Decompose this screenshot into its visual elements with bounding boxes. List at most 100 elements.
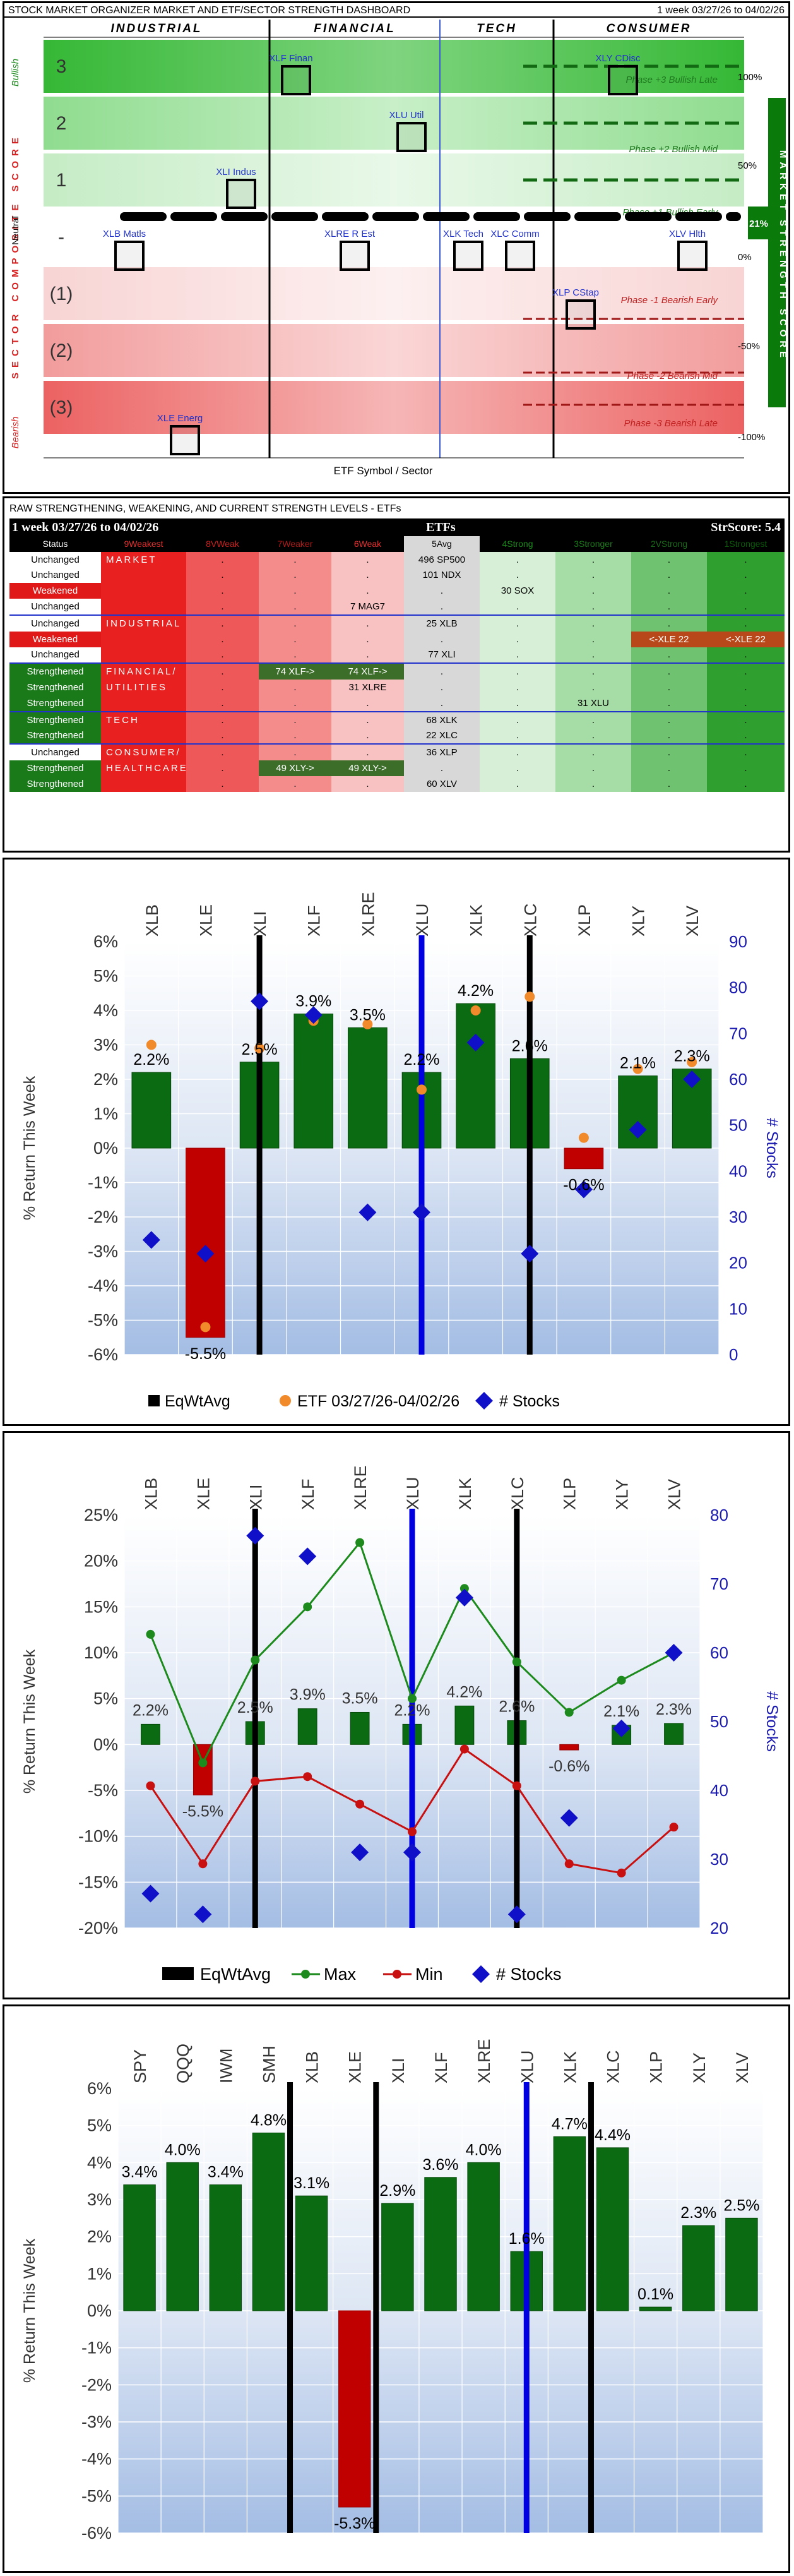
- y2-tick-label: 90: [729, 932, 747, 951]
- level-cell: 31 XLU: [555, 695, 631, 712]
- x-tick-label: XLC: [521, 903, 540, 937]
- status-cell: Unchanged: [9, 567, 101, 584]
- level-cell: .: [707, 647, 785, 664]
- group-cell: [101, 631, 186, 647]
- bar-label: -0.6%: [563, 1177, 604, 1194]
- level-cell: <-XLE 22: [707, 631, 785, 647]
- bar-xlre: [350, 1711, 370, 1745]
- etf-range-chart-panel: 25% 20% 15% 10% 5% 0% -5% -10% -15% -20% % Return …: [3, 1431, 790, 1999]
- bar-label: 1.6%: [509, 2230, 545, 2248]
- max-point-xle: [198, 1758, 208, 1768]
- group-cell: MARKET: [101, 551, 186, 568]
- y2-tick-label: 50: [729, 1116, 747, 1135]
- sector-header-tech: TECH: [477, 22, 517, 35]
- bar-label: 2.3%: [656, 1701, 692, 1718]
- level-cell: .: [631, 711, 707, 728]
- level-label: -: [58, 227, 64, 248]
- max-point-xlk: [459, 1584, 469, 1593]
- bar-xlre: [348, 1027, 388, 1149]
- etf-marker-xli: [226, 179, 256, 209]
- level-cell: .: [331, 567, 404, 584]
- level-cell: .: [186, 760, 259, 776]
- bar-label: 4.2%: [458, 982, 494, 1000]
- y-tick-label: 2%: [93, 1070, 118, 1089]
- status-cell: Strengthened: [9, 680, 101, 695]
- bar-label: 2.5%: [723, 2196, 759, 2214]
- max-point-xlc: [512, 1657, 521, 1667]
- level-cell: .: [186, 711, 259, 728]
- dashboard-title: STOCK MARKET ORGANIZER MARKET AND ETF/SE…: [8, 5, 410, 16]
- group-cell: [101, 728, 186, 745]
- level-cell: .: [186, 631, 259, 647]
- etf-dot-xlv: [687, 1057, 697, 1067]
- level-cell: .: [480, 599, 555, 615]
- y-axis-label: % Return This Week: [21, 2238, 39, 2383]
- bar-xlv: [725, 2217, 758, 2311]
- level-cell: .: [331, 711, 404, 728]
- x-tick-label: XLF: [299, 1478, 317, 1510]
- level-cell: .: [480, 631, 555, 647]
- min-point-xlb: [146, 1781, 155, 1790]
- level-cell: .: [404, 695, 480, 712]
- bar-xlv: [664, 1723, 684, 1745]
- level-cell: .: [259, 567, 331, 584]
- x-tick-label: XLF: [305, 905, 324, 937]
- stocks-marker-xle: [194, 1905, 212, 1924]
- header-cell: 8VWeak: [186, 536, 259, 552]
- y2-tick-label: 80: [729, 978, 747, 997]
- stocks-marker-xlp: [560, 1809, 578, 1827]
- x-tick-label: XLP: [575, 904, 594, 937]
- level-cell: .: [480, 647, 555, 664]
- level-cell: .: [480, 680, 555, 695]
- stocks-marker-xlv: [683, 1070, 701, 1088]
- etf-marker-xlb: [114, 241, 145, 271]
- y2-tick-label: 60: [729, 1070, 747, 1089]
- left-axis-label: SECTOR COMPOSITE SCORE: [10, 133, 21, 379]
- stocks-marker-xli: [246, 1526, 264, 1545]
- bar-xlb: [295, 2195, 328, 2311]
- x-tick-label: XLK: [456, 1478, 475, 1510]
- y2-axis-label: # Stocks: [763, 1691, 781, 1752]
- y-tick-label: -6%: [88, 1345, 118, 1364]
- strength-table-header: 1 week 03/27/26 to 04/02/26 ETFs StrScor…: [9, 518, 785, 536]
- strength-row: Unchanged... 101 NDX....: [9, 567, 785, 584]
- y-tick-label: 0%: [87, 2301, 112, 2320]
- legend-stocks: # Stocks: [496, 1965, 562, 1984]
- strength-row: Strengthened FINANCIAL/. 74 XLF-> 74 XLF->.…: [9, 663, 785, 680]
- level-cell: .: [707, 599, 785, 615]
- level-cell: .: [555, 647, 631, 664]
- bar-label: 2.2%: [133, 1701, 169, 1719]
- y-tick-label: 5%: [87, 2116, 112, 2135]
- sector-header-industrial: INDUSTRIAL: [110, 22, 202, 35]
- level-cell: .: [259, 551, 331, 568]
- y-tick-label: 3%: [87, 2190, 112, 2209]
- level-cell: .: [186, 599, 259, 615]
- legend-stocks-swatch: [475, 1392, 493, 1410]
- strength-row: Unchanged... 77 XLI....: [9, 647, 785, 664]
- bar-label: 2.6%: [499, 1698, 535, 1716]
- level-cell: .: [480, 711, 555, 728]
- level-cell: .: [707, 663, 785, 680]
- strength-row: Strengthened... 22 XLC....: [9, 728, 785, 745]
- status-cell: Strengthened: [9, 663, 101, 680]
- bar-qqq: [166, 2162, 199, 2311]
- y2-tick-label: 40: [710, 1781, 728, 1800]
- level-cell: 60 XLV: [404, 776, 480, 792]
- x-tick-label: XLB: [303, 2051, 322, 2083]
- level-cell: 36 XLP: [404, 744, 480, 761]
- bar-xli: [381, 2203, 414, 2311]
- level-band: [44, 97, 744, 150]
- group-cell: INDUSTRIAL: [101, 614, 186, 632]
- x-tick-label: XLP: [647, 2051, 666, 2083]
- y-axis-label: % Return This Week: [21, 1075, 39, 1220]
- level-cell: .: [480, 614, 555, 632]
- level-cell: 68 XLK: [404, 711, 480, 728]
- level-cell: <-XLE 22: [631, 631, 707, 647]
- neutral-label: Neutral: [10, 216, 20, 244]
- strength-period: 1 week 03/27/26 to 04/02/26: [12, 520, 159, 534]
- etf-label: XLC Comm: [490, 229, 540, 239]
- legend-eqwt: EqWtAvg: [165, 1393, 230, 1410]
- market-strength-value: 21%: [749, 219, 768, 229]
- level-cell: .: [480, 695, 555, 712]
- level-cell: 74 XLF->: [331, 663, 404, 680]
